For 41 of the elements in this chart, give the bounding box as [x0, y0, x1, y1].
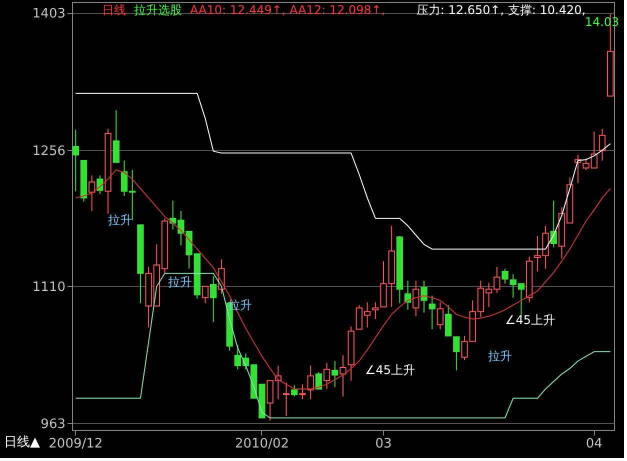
- annotation: ∠45上升: [364, 363, 416, 377]
- candlestick: [332, 360, 338, 388]
- candlestick: [502, 268, 508, 284]
- y-tick-label: 1403: [32, 6, 66, 22]
- annotation: 拉升: [168, 275, 192, 289]
- candlestick: [299, 384, 306, 400]
- text: 日线▲: [4, 435, 40, 450]
- candlestick: [202, 286, 209, 304]
- annotation: 日线: [102, 3, 126, 17]
- y-tick-label: 1256: [32, 144, 66, 159]
- annotation: AA10: 12.449↑, AA12: 12.098↑,: [190, 3, 386, 17]
- annotation: 拉升: [488, 349, 512, 363]
- candlestick: [282, 382, 290, 417]
- candlestick: [88, 174, 96, 212]
- candlestick: [340, 354, 346, 397]
- candlestick: [315, 372, 322, 390]
- candlestick: [428, 295, 436, 330]
- candlestick: [436, 302, 444, 330]
- candlestick: [210, 276, 217, 322]
- x-tick-label: 03: [375, 436, 392, 452]
- candlestick: [291, 384, 298, 397]
- x-tick-label: 2009/12: [48, 436, 103, 452]
- y-tick-label: 1110: [32, 280, 66, 295]
- candlestick: [307, 365, 314, 400]
- x-tick-label: 04: [586, 436, 602, 452]
- candlestick: [372, 302, 379, 320]
- candlestick: [323, 362, 330, 390]
- candlestick: [444, 304, 452, 336]
- candlestick: [420, 280, 428, 314]
- annotation: 压力: 12.650↑, 支撑: 10.420,: [416, 3, 586, 17]
- annotation: ∠45上升: [504, 313, 556, 327]
- annotation: 拉升: [108, 213, 132, 227]
- x-tick-label: 2010/02: [234, 436, 289, 452]
- candlestick: [412, 280, 420, 317]
- candlestick: [598, 128, 606, 162]
- candlestick: [112, 110, 120, 163]
- candlestick: [96, 174, 104, 195]
- candlestick: [72, 129, 79, 192]
- candlestick: [453, 336, 460, 371]
- annotation: 拉升选股: [134, 3, 182, 17]
- y-tick-label: 963: [40, 416, 66, 432]
